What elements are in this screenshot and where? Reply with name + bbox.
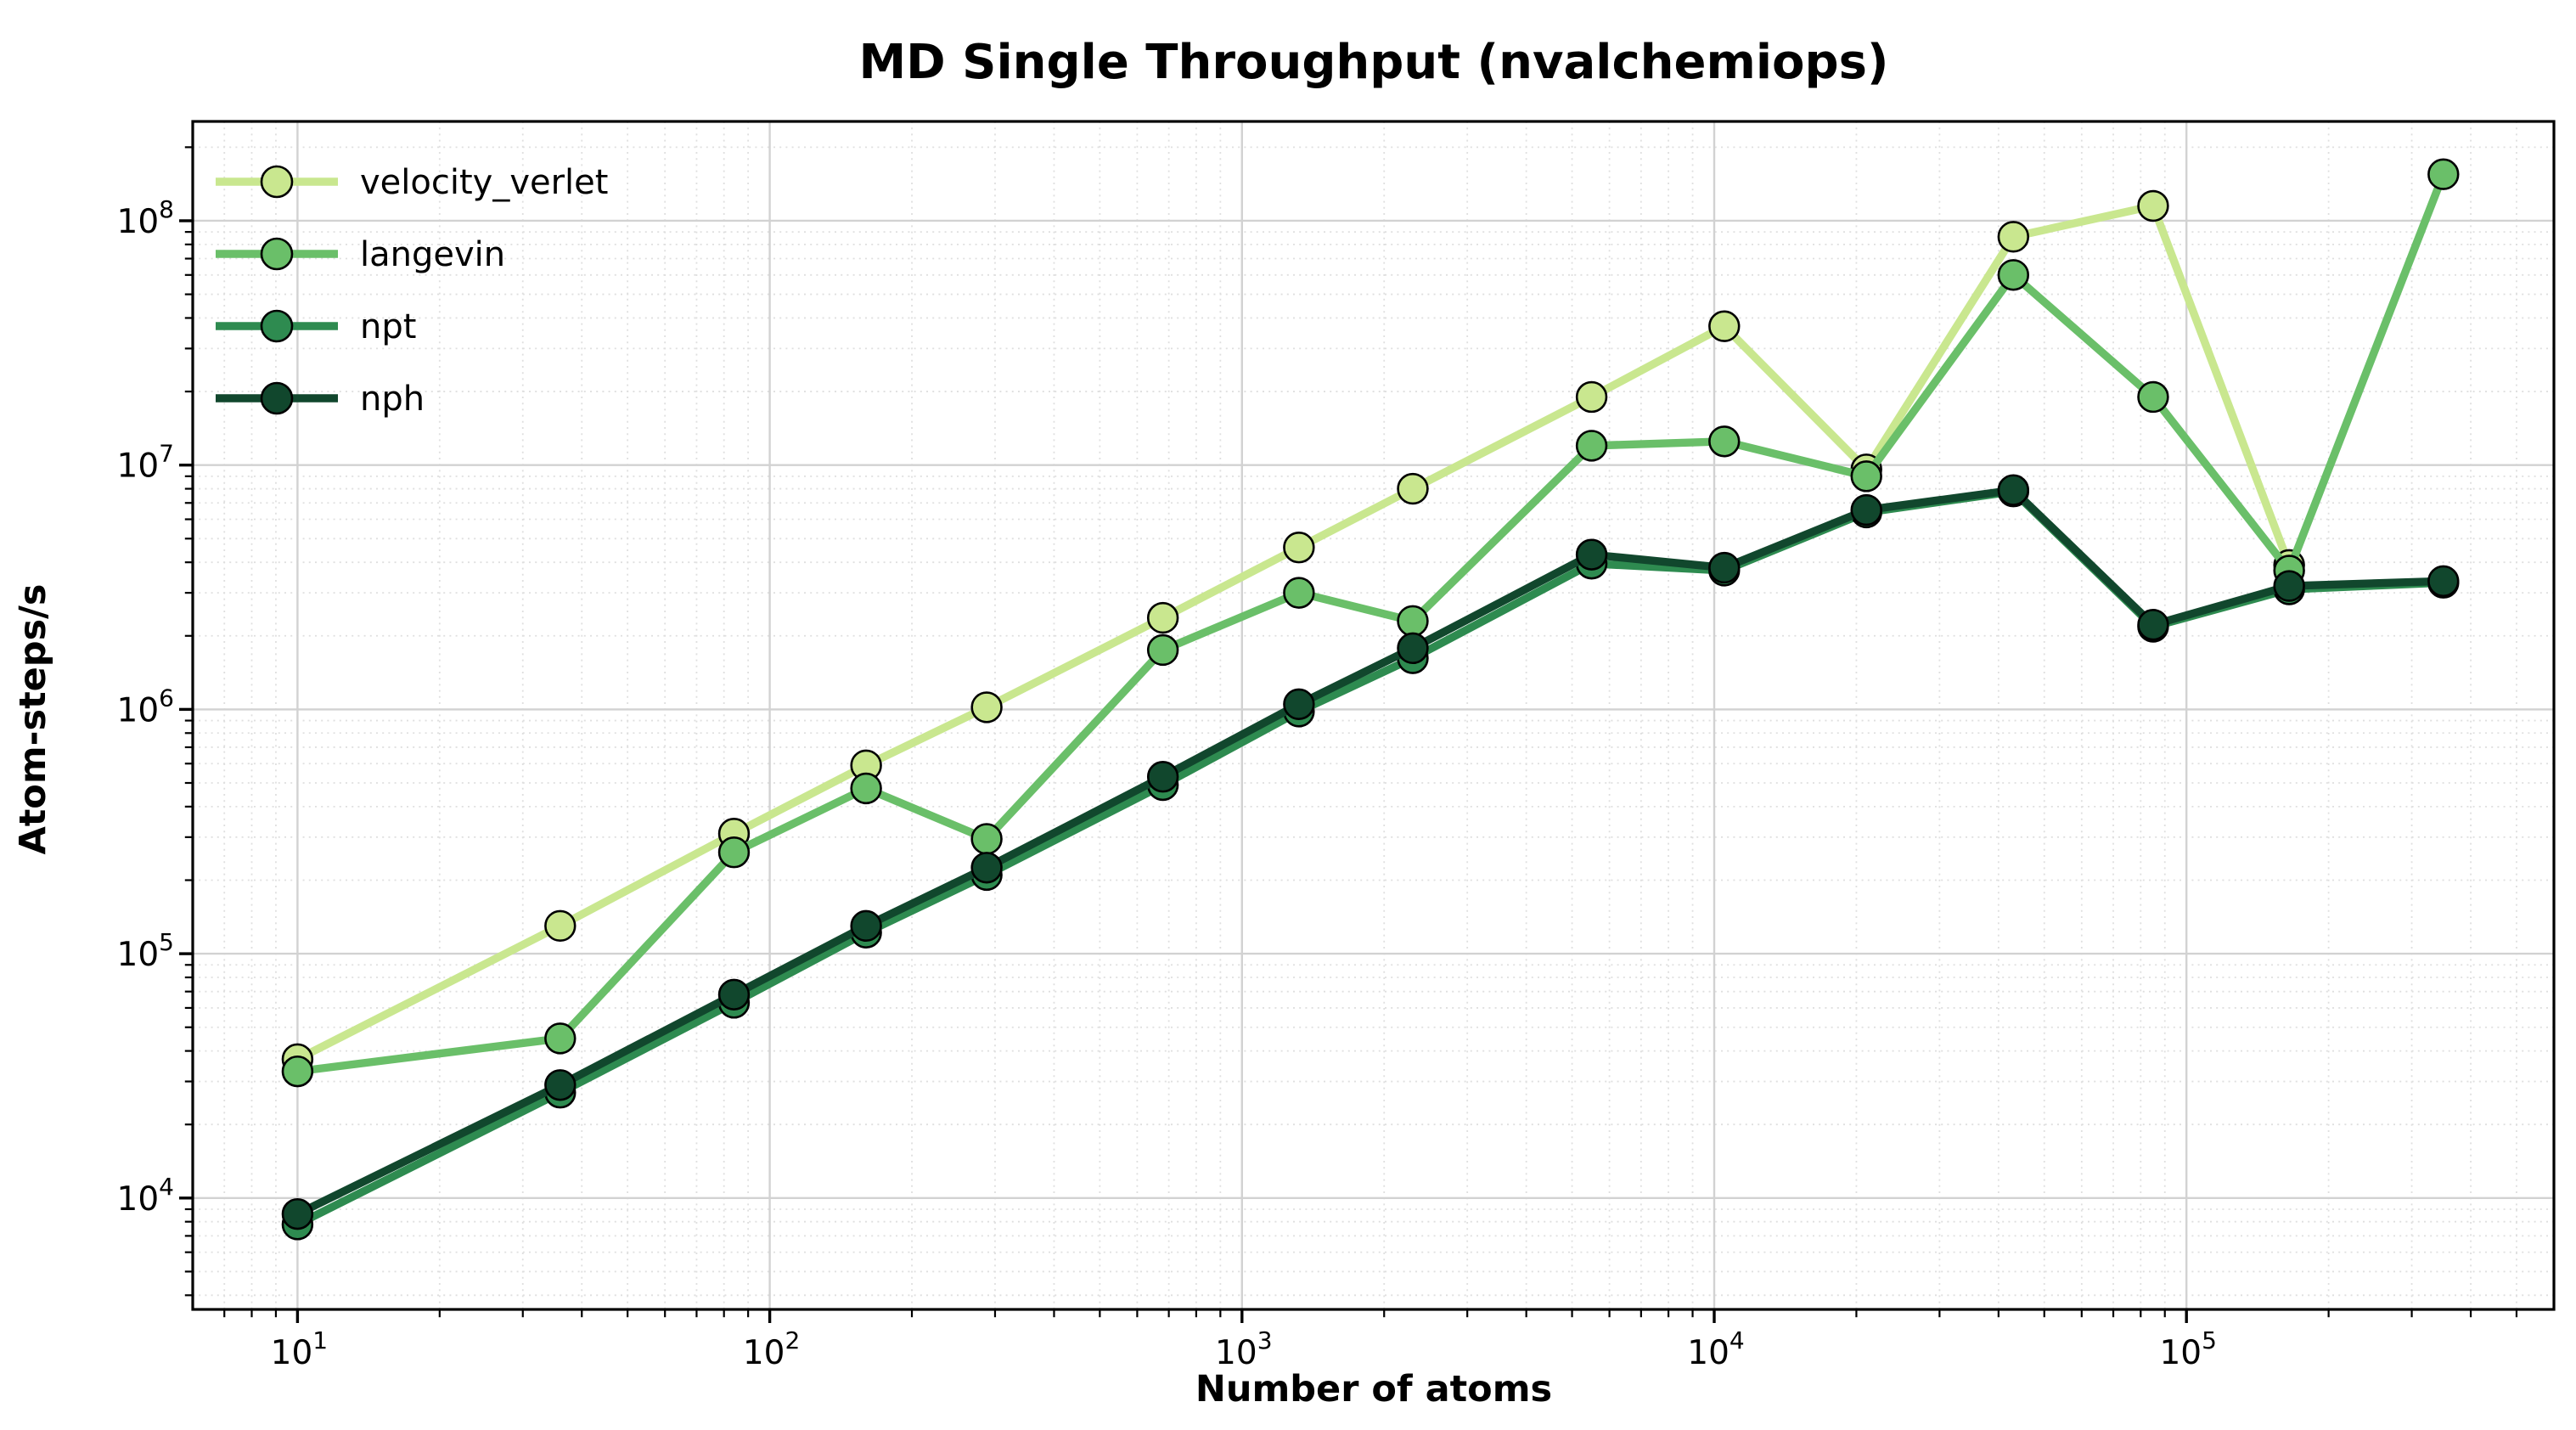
series-nph-marker [2273, 570, 2305, 602]
legend-item-velocity_verlet: velocity_verlet [216, 163, 608, 202]
series-langevin-marker [2427, 158, 2460, 190]
y-tick-label: 105 [117, 928, 174, 974]
y-axis-label: Atom-steps/s [13, 583, 55, 855]
series-nph-marker [1850, 493, 1882, 526]
series-nph-marker [2427, 565, 2460, 598]
legend-item-nph: nph [216, 380, 425, 419]
series-nph-marker [970, 852, 1003, 884]
x-tick-label: 102 [743, 1326, 800, 1372]
legend-label: velocity_verlet [360, 163, 608, 202]
x-tick-label: 101 [271, 1326, 328, 1372]
series-nph [281, 474, 2460, 1230]
legend-item-langevin: langevin [216, 235, 505, 274]
series-langevin-marker [1997, 259, 2030, 291]
legend-swatch-marker [260, 237, 294, 271]
series-nph-marker [1997, 474, 2030, 506]
series-nph-marker [1397, 632, 1429, 665]
x-tick-label: 103 [1215, 1326, 1272, 1372]
series-langevin-marker [281, 1055, 314, 1088]
series-npt-line [293, 487, 2448, 1229]
series-langevin-marker [1850, 460, 1882, 493]
series-langevin-marker [1708, 425, 1741, 458]
series-velocity_verlet-marker [1575, 380, 1608, 414]
series-nph-marker [281, 1197, 314, 1230]
axis-ticks [179, 146, 2518, 1323]
y-tick-labels: 104 105 106 107 108 [117, 195, 174, 1219]
series-nph-marker [1146, 761, 1179, 793]
series-nph-marker [717, 978, 751, 1011]
legend: velocity_verlet langevin npt nph [216, 163, 608, 419]
legend-swatch-marker [260, 309, 294, 343]
legend-item-npt: npt [216, 307, 416, 346]
series-nph-line [293, 486, 2448, 1219]
series-velocity_verlet-marker [1146, 601, 1179, 634]
legend-label: nph [360, 380, 425, 419]
series-langevin-line [293, 170, 2448, 1076]
series-velocity_verlet-marker [970, 691, 1003, 723]
series-nph-marker [1708, 551, 1741, 584]
legend-swatch-marker [260, 381, 294, 415]
series-nph-marker [850, 909, 882, 943]
series-langevin-marker [1283, 577, 1315, 609]
y-tick-label: 107 [117, 440, 174, 486]
series-langevin-marker [1397, 605, 1429, 638]
series-nph-marker [544, 1069, 577, 1101]
series-langevin-marker [1575, 430, 1608, 462]
chart-title: MD Single Throughput (nvalchemiops) [858, 34, 1889, 90]
series-velocity_verlet-marker [1997, 221, 2030, 253]
series-velocity_verlet-marker [544, 909, 577, 943]
series-velocity_verlet-line [293, 201, 2293, 1064]
x-tick-label: 105 [2159, 1326, 2216, 1372]
series-langevin-marker [1146, 633, 1179, 667]
series-velocity_verlet-marker [2137, 189, 2169, 222]
series-langevin-marker [970, 823, 1003, 855]
minor-gridlines [193, 121, 2554, 1309]
series-velocity_verlet-marker [1397, 472, 1429, 505]
legend-swatch-marker [260, 165, 294, 199]
series-langevin-marker [2137, 380, 2169, 414]
y-tick-label: 106 [117, 684, 174, 729]
legend-label: langevin [360, 235, 505, 274]
x-tick-labels: 101 102 103 104 105 [271, 1326, 2217, 1372]
legend-label: npt [360, 307, 416, 346]
series-langevin-marker [544, 1022, 577, 1055]
series-nph-marker [1575, 538, 1608, 571]
x-tick-label: 104 [1687, 1326, 1744, 1372]
plot-border [191, 120, 2556, 1311]
x-axis-label: Number of atoms [1195, 1369, 1553, 1411]
y-tick-label: 108 [117, 195, 174, 241]
series-velocity_verlet-marker [1708, 310, 1741, 342]
series-velocity_verlet-marker [1283, 532, 1315, 564]
series-nph-marker [2137, 609, 2169, 641]
major-gridlines [193, 121, 2554, 1309]
series-langevin-marker [850, 772, 882, 805]
y-tick-label: 104 [117, 1173, 174, 1219]
series-nph-marker [1283, 688, 1315, 720]
series-velocity_verlet [281, 189, 2305, 1076]
series-langevin [281, 158, 2460, 1088]
series-langevin-marker [717, 836, 751, 869]
